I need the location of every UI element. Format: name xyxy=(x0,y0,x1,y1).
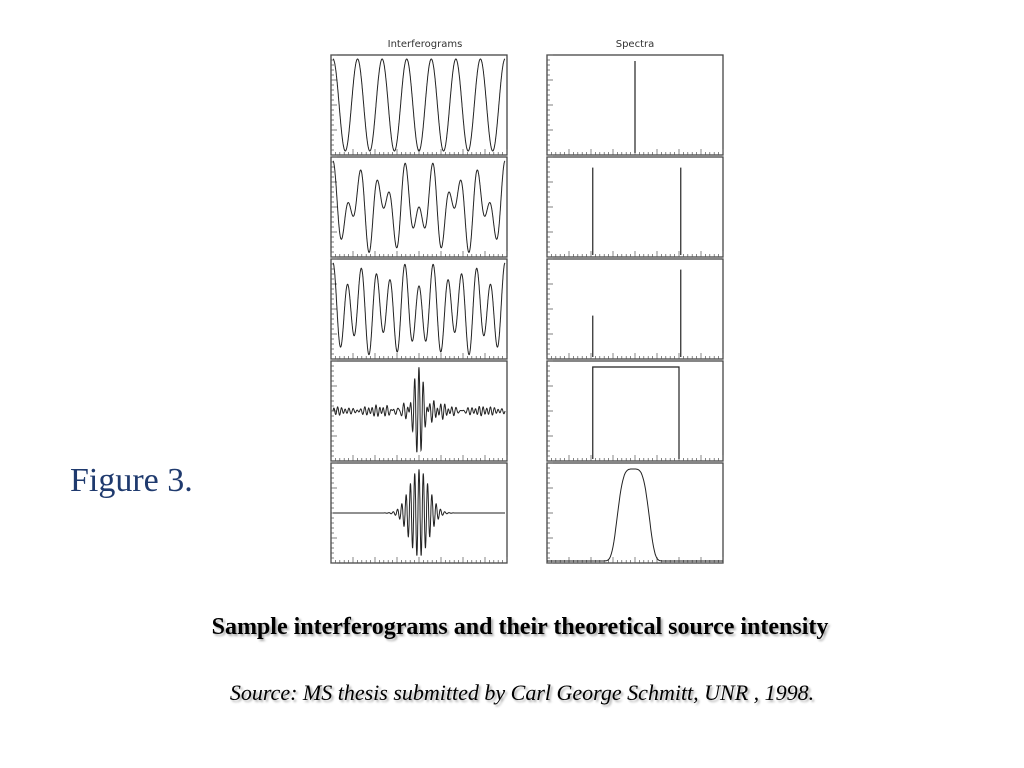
interferogram xyxy=(332,160,506,253)
source: Source: MS thesis submitted by Carl Geor… xyxy=(229,680,815,705)
ticks xyxy=(330,258,508,360)
figure: Interferograms Spectra xyxy=(330,39,724,564)
ticks xyxy=(546,462,724,564)
ticks xyxy=(546,156,724,258)
interferogram xyxy=(332,367,506,453)
caption: Sample interferograms and their theoreti… xyxy=(211,614,829,640)
panel-frame xyxy=(330,54,508,156)
panel-frame xyxy=(546,258,724,360)
panel-frame xyxy=(546,360,724,462)
interferogram xyxy=(332,58,506,152)
spectral-band xyxy=(592,366,680,459)
interferogram xyxy=(332,262,506,356)
spectral-profile xyxy=(547,468,723,562)
ticks xyxy=(330,156,508,258)
ticks xyxy=(330,360,508,462)
ticks xyxy=(546,258,724,360)
interferogram xyxy=(333,469,505,556)
right-title: Spectra xyxy=(616,39,655,50)
left-title: Interferograms xyxy=(388,39,463,50)
ticks xyxy=(546,360,724,462)
ticks xyxy=(330,54,508,156)
ticks xyxy=(330,462,508,564)
panel-frame xyxy=(546,462,724,564)
figure-label: Figure 3. xyxy=(70,462,193,499)
panel-frame xyxy=(546,156,724,258)
